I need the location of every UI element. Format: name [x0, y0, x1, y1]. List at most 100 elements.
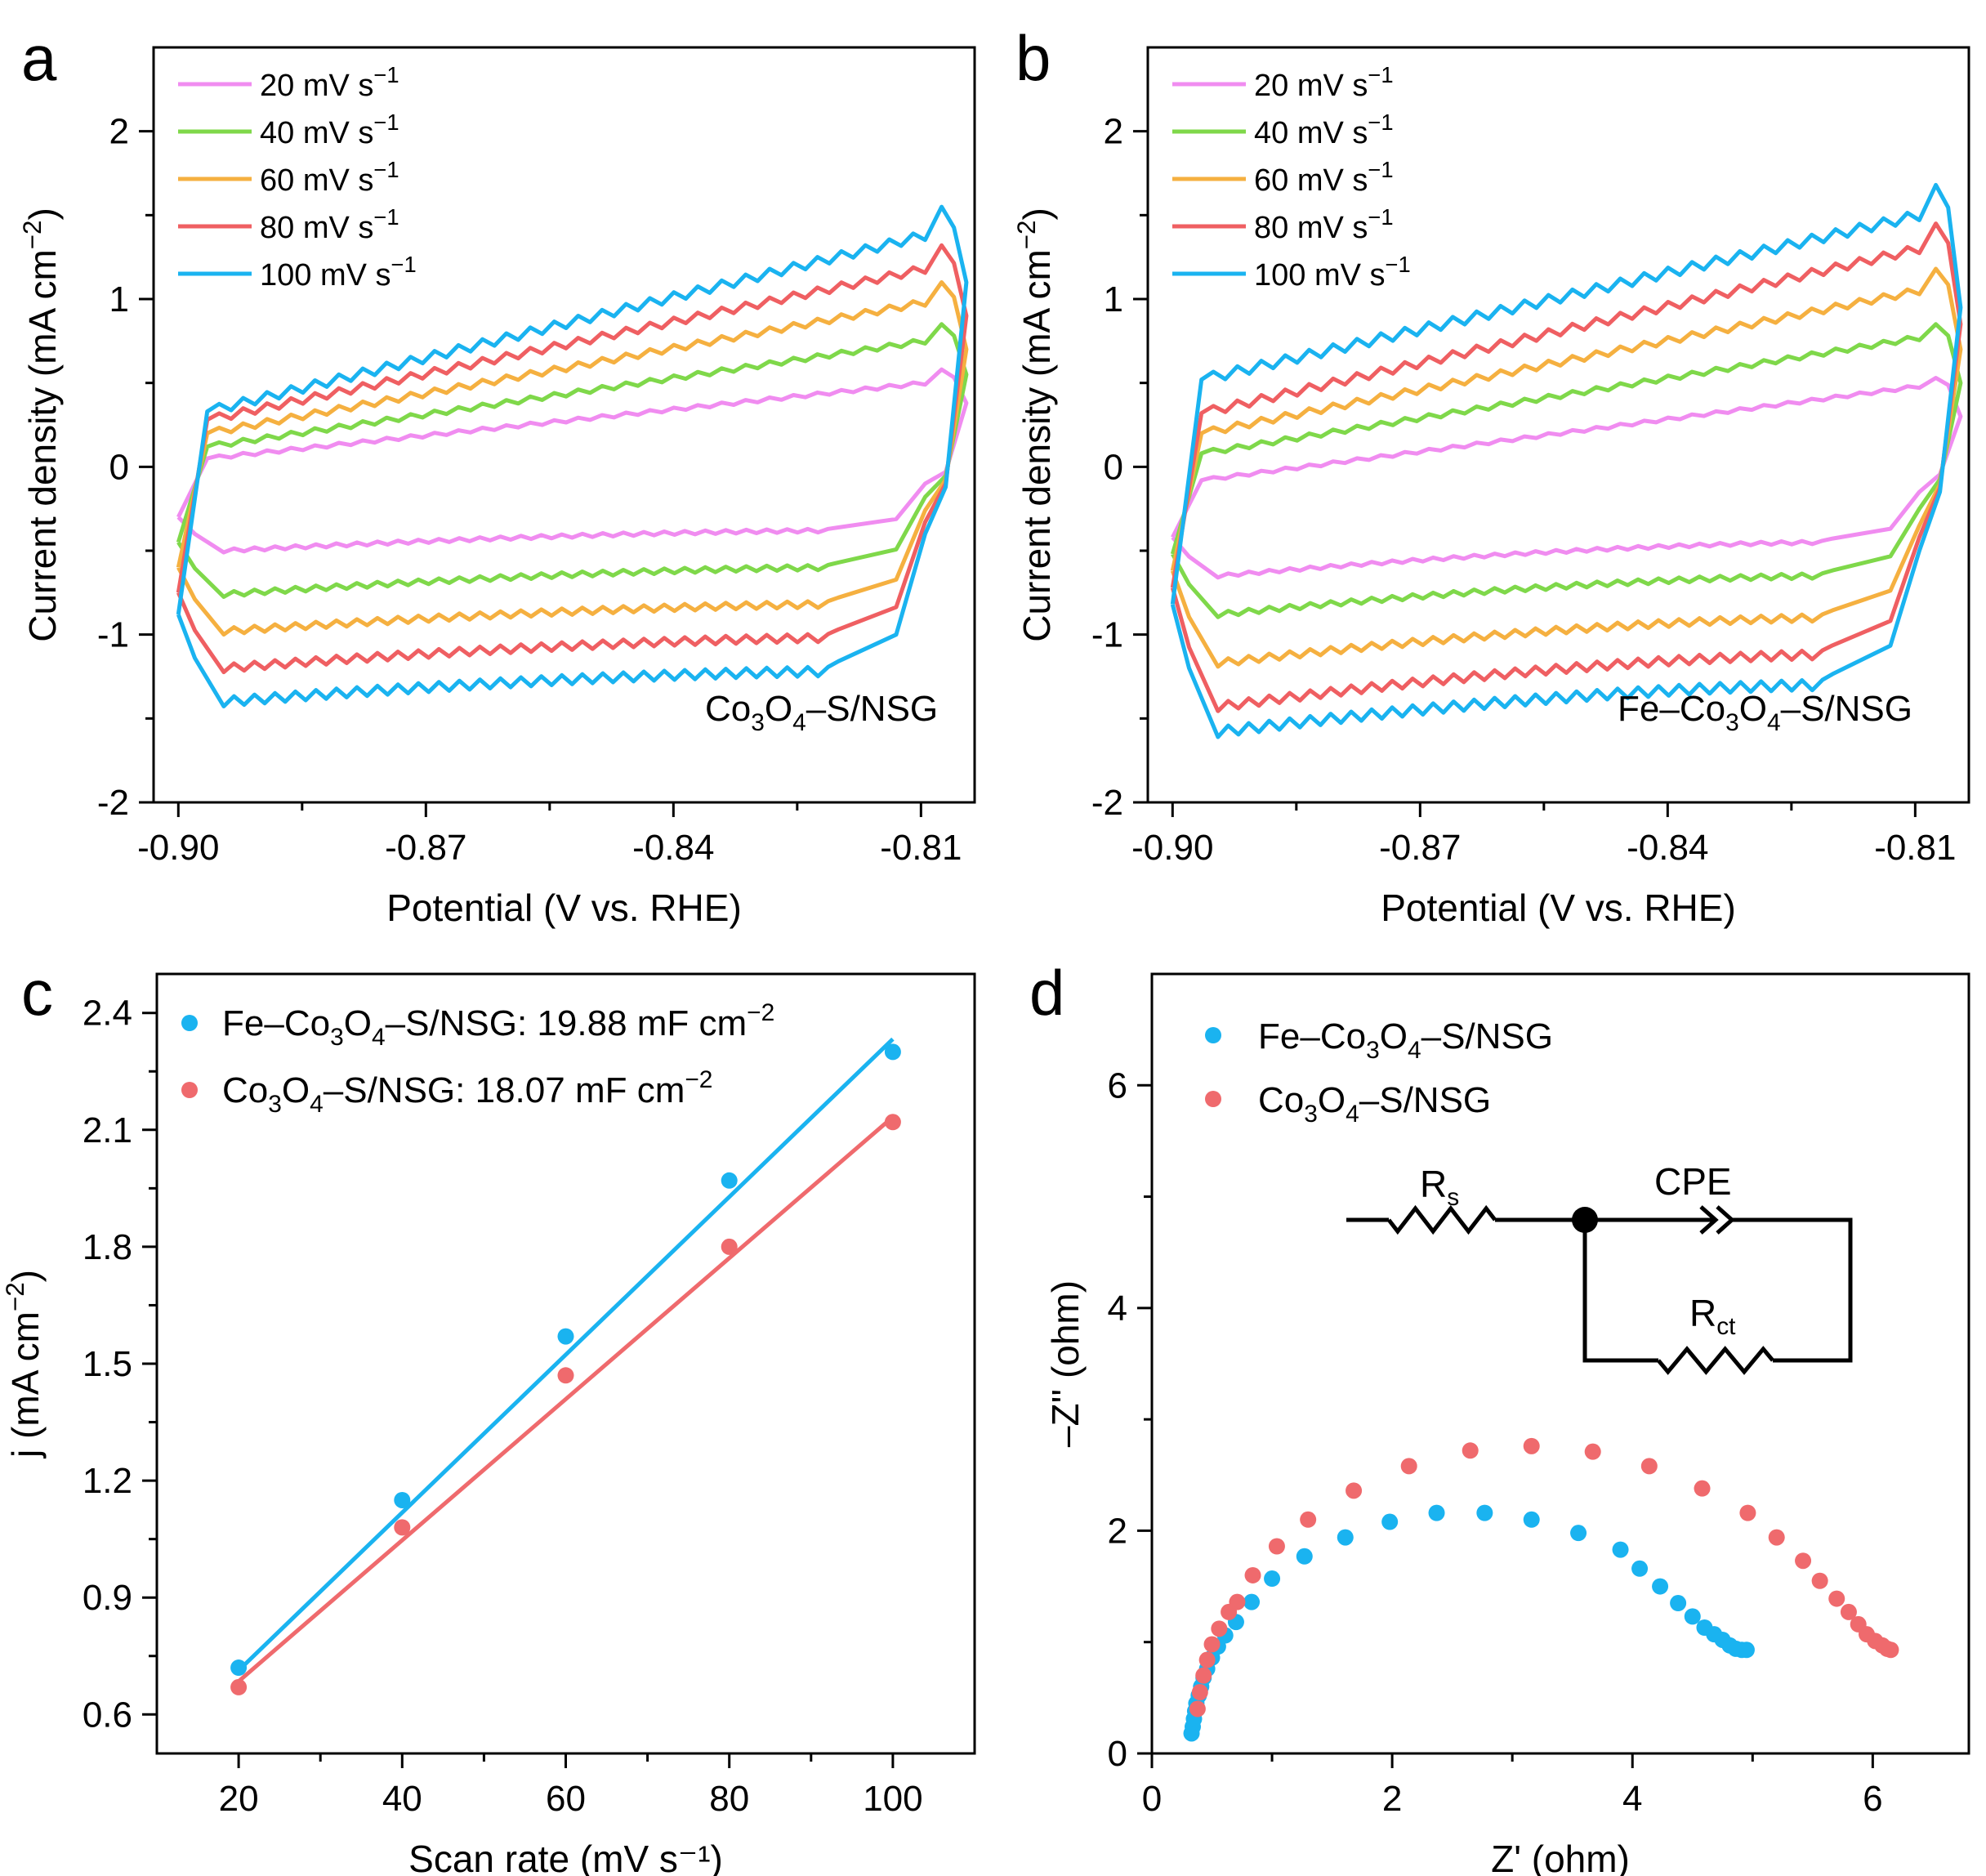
data-point	[1694, 1480, 1711, 1497]
y-tick-label: 2.4	[83, 994, 132, 1034]
data-point	[1268, 1538, 1285, 1555]
x-tick-label: 20	[219, 1779, 259, 1819]
data-point	[721, 1172, 738, 1189]
data-point	[1631, 1560, 1649, 1577]
legend-label: 20 mV s−1	[1254, 62, 1394, 103]
x-axis-label: Scan rate (mV s⁻¹)	[408, 1838, 723, 1876]
y-tick-label: 2	[1104, 112, 1123, 152]
equivalent-circuit: Rs CPE Rct	[1346, 1160, 1853, 1375]
x-axis-label: Potential (V vs. RHE)	[386, 887, 742, 929]
y-tick-label: 2.1	[83, 1110, 132, 1150]
y-tick-label: 1	[109, 279, 129, 319]
data-point	[1811, 1572, 1828, 1589]
data-point	[230, 1659, 248, 1677]
legend-label: 60 mV s−1	[260, 157, 399, 198]
x-tick-label: -0.87	[385, 828, 466, 868]
data-point	[1195, 1667, 1212, 1684]
cv-curve	[1170, 182, 1963, 739]
y-tick-label: 0	[1104, 447, 1123, 487]
data-point	[557, 1328, 574, 1345]
data-point	[1337, 1529, 1354, 1546]
data-point	[884, 1043, 901, 1061]
x-tick-label: -0.81	[880, 828, 962, 868]
plot-frame	[152, 46, 976, 804]
data-point	[394, 1491, 411, 1508]
data-point	[1211, 1620, 1228, 1637]
x-tick-label: 0	[1142, 1779, 1162, 1819]
x-tick-label: -0.90	[1131, 828, 1213, 868]
resistor-rs	[1387, 1204, 1497, 1235]
y-axis-label: –Z'' (ohm)	[1044, 1280, 1087, 1447]
data-point	[1243, 1593, 1261, 1610]
panel-b: -0.90 -0.87 -0.84 -0.81 -2 -1 0 1 2 Potential (V …	[1012, 22, 1970, 929]
data-point	[1670, 1595, 1687, 1612]
series-group	[1170, 182, 1963, 739]
y-tick-label: -2	[1091, 783, 1123, 823]
x-tick-label: -0.90	[137, 828, 219, 868]
data-point	[1346, 1482, 1363, 1499]
x-tick-label: 100	[863, 1779, 922, 1819]
plot-frame	[1146, 46, 1970, 804]
legend-marker	[181, 1082, 198, 1098]
data-point	[1428, 1504, 1445, 1521]
data-point	[721, 1238, 738, 1255]
panel-label: a	[21, 22, 57, 94]
legend-label: 100 mV s−1	[260, 252, 417, 293]
y-tick-label: -2	[97, 783, 129, 823]
cv-curve	[176, 204, 969, 708]
panel-d: 0 2 4 6 0 2 4 6 Z' (ohm) –Z'' (ohm) d Fe–Co3O4–S/NS…	[1029, 957, 1970, 1876]
y-tick-label: 0.6	[83, 1695, 132, 1735]
y-tick-label: 0	[109, 447, 129, 487]
data-point	[1570, 1525, 1587, 1542]
legend-label: 40 mV s−1	[1254, 109, 1394, 150]
data-point	[1476, 1504, 1493, 1521]
resistor-rct	[1657, 1346, 1774, 1375]
legend-label: Co3O4–S/NSG	[1258, 1080, 1491, 1128]
data-point	[1523, 1511, 1540, 1528]
y-tick-label: 0	[1108, 1734, 1127, 1774]
data-point	[1738, 1642, 1755, 1659]
data-point	[1882, 1642, 1899, 1659]
plot-frame	[1150, 972, 1970, 1755]
sample-label: Co3O4–S/NSG	[705, 689, 938, 736]
data-point	[1381, 1513, 1399, 1530]
data-point	[1640, 1458, 1658, 1475]
cv-curve	[176, 280, 969, 637]
data-point	[1739, 1504, 1756, 1521]
legend-label: 80 mV s−1	[1254, 204, 1394, 245]
data-point	[1828, 1590, 1845, 1607]
data-point	[1768, 1529, 1785, 1546]
series-group	[176, 204, 969, 708]
x-tick-label: -0.87	[1379, 828, 1461, 868]
cv-curve	[176, 367, 969, 555]
x-axis-label: Z' (ohm)	[1491, 1838, 1630, 1876]
data-point	[1198, 1651, 1216, 1668]
data-point	[1584, 1443, 1601, 1460]
cv-curve	[1170, 322, 1963, 619]
data-point	[1203, 1636, 1221, 1653]
fit-line	[237, 1037, 895, 1673]
y-tick-label: 0.9	[83, 1578, 132, 1618]
x-tick-label: -0.84	[1627, 828, 1708, 868]
y-tick-label: 2	[1108, 1511, 1127, 1551]
data-point	[557, 1367, 574, 1384]
fit-line	[237, 1115, 895, 1683]
panel-c: 20 40 60 80 100 0.6 0.9 1.2 1.5 1.8 2.1 2.4 Scan rat…	[1, 957, 976, 1876]
legend-label: 40 mV s−1	[260, 109, 399, 150]
x-tick-label: 4	[1622, 1779, 1642, 1819]
legend-marker	[181, 1015, 198, 1031]
y-axis-label: Current density (mA cm−2)	[1012, 208, 1058, 642]
legend-marker	[1205, 1027, 1221, 1043]
data-point	[1795, 1552, 1812, 1570]
x-axis-label: Potential (V vs. RHE)	[1381, 887, 1736, 929]
legend-label: 100 mV s−1	[1254, 252, 1411, 293]
wire	[1582, 1220, 1658, 1363]
data-point	[1296, 1548, 1313, 1565]
x-tick-label: 40	[382, 1779, 422, 1819]
panel-label: d	[1029, 957, 1064, 1029]
y-tick-label: 1.2	[83, 1461, 132, 1501]
data-point	[1300, 1511, 1317, 1528]
legend-label: 60 mV s−1	[1254, 157, 1394, 198]
data-point	[1244, 1566, 1261, 1583]
